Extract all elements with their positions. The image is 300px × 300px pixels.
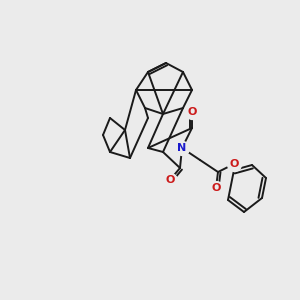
Text: O: O <box>211 183 221 193</box>
Text: O: O <box>229 159 239 169</box>
Text: N: N <box>177 143 187 153</box>
Text: O: O <box>165 175 175 185</box>
Text: O: O <box>187 107 197 117</box>
